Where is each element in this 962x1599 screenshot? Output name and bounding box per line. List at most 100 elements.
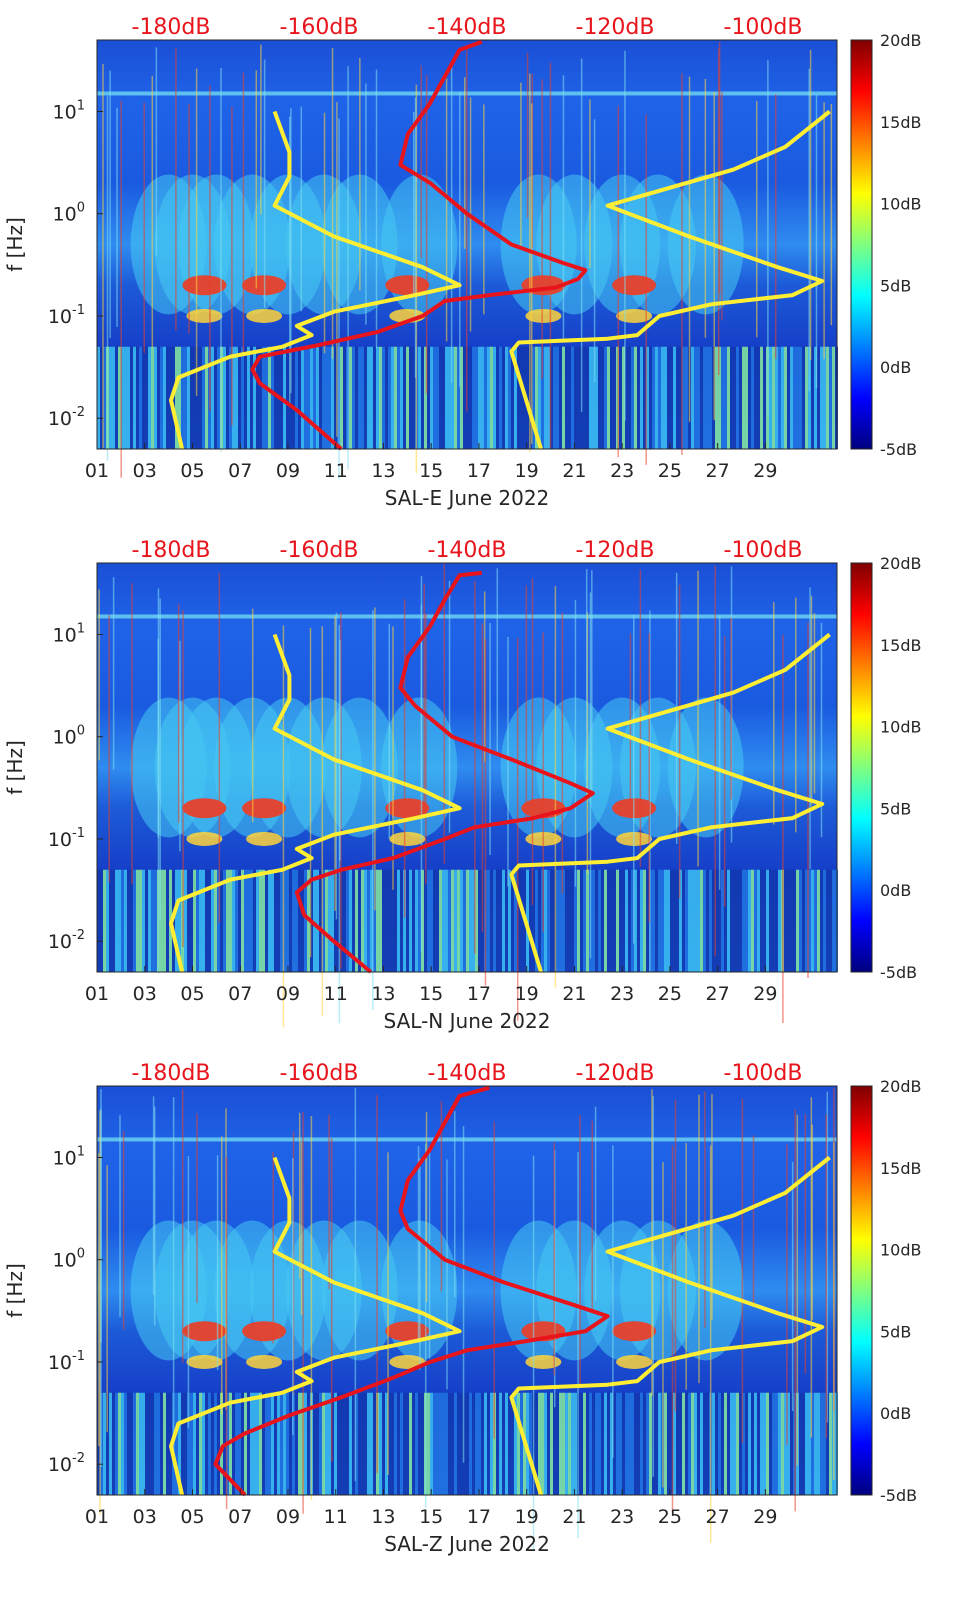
spectrogram-stripe [550, 346, 553, 449]
y-axis-title: f [Hz] [3, 1263, 27, 1318]
transient-line [195, 68, 198, 396]
spectrogram-stripe [370, 1392, 373, 1495]
spectrogram-stripe [139, 1392, 142, 1495]
spectrogram-stripe [262, 1392, 265, 1495]
spectrogram-stripe [616, 869, 619, 972]
spectrogram-stripe [544, 869, 547, 972]
spectrogram-stripe [103, 346, 106, 449]
transient-line [464, 77, 466, 249]
spectrogram-stripe [487, 1392, 490, 1495]
spectrogram-stripe [235, 346, 238, 449]
x-tick-label: 27 [706, 983, 730, 1005]
spectrogram-stripe [637, 869, 640, 972]
spectrogram-stripe [211, 1392, 214, 1495]
y-tick-base: 10 [48, 1454, 72, 1476]
spectrogram-stripe [667, 869, 670, 972]
spectrogram-stripe [151, 869, 154, 972]
spectrogram-stripe [625, 346, 628, 449]
spectrogram-stripe [724, 346, 727, 449]
energy-secondary [525, 1354, 562, 1369]
spectrogram-stripe [619, 869, 622, 972]
spectrogram-stripe [502, 346, 505, 449]
spectrogram-stripe [814, 346, 817, 449]
spectrogram-stripe [220, 869, 223, 972]
spectrogram-stripe [562, 869, 565, 972]
spectrogram-stripe [334, 1392, 337, 1495]
transient-line [483, 591, 486, 763]
spectrogram-stripe [274, 1392, 277, 1495]
spectrogram-stripe [259, 346, 262, 449]
spectrogram-stripe [208, 869, 211, 972]
spectrogram-stripe [280, 1392, 283, 1495]
spectrogram-stripe [451, 869, 454, 972]
spectrogram-stripe [346, 1392, 349, 1495]
y-tick-label: 10-1 [48, 826, 85, 851]
y-tick-label: 101 [53, 621, 85, 646]
spectrogram-stripe [274, 346, 277, 449]
spectrogram-stripe [805, 869, 808, 972]
spectrogram-stripe [661, 346, 664, 449]
spectrogram-stripe [832, 346, 835, 449]
spectrogram-stripe [517, 346, 520, 449]
top-db-label: -100dB [724, 1061, 803, 1086]
spectrogram-stripe [763, 346, 766, 449]
spectrogram-stripe [493, 869, 496, 972]
spectrogram-stripe [412, 1392, 415, 1495]
spectrogram-stripe [352, 1392, 355, 1495]
spectrogram-stripe [178, 346, 181, 449]
spectrogram-stripe [379, 1392, 382, 1495]
spectrogram-stripe [154, 346, 157, 449]
spectrogram-stripe [178, 1392, 181, 1495]
colorbar-label: 10dB [880, 1241, 922, 1260]
spectrogram-stripe [772, 1392, 775, 1495]
y-tick-exponent: -1 [72, 1349, 85, 1364]
spectrogram-stripe [625, 869, 628, 972]
spectrogram-stripe [235, 869, 238, 972]
top-db-label: -160dB [280, 15, 359, 40]
spectrogram-stripe [580, 1392, 583, 1495]
spectrogram-stripe [652, 346, 655, 449]
spectrogram-stripe [502, 869, 505, 972]
spectrogram-stripe [142, 1392, 145, 1495]
transient-line [310, 1116, 313, 1501]
x-tick-label: 29 [753, 983, 777, 1005]
spectrogram-stripe [565, 346, 568, 449]
spectrogram-stripe [730, 869, 733, 972]
spectrogram-stripe [556, 346, 559, 449]
spectrogram-stripe [775, 346, 778, 449]
spectrogram-stripe [454, 346, 457, 449]
spectrogram-stripe [298, 1392, 301, 1495]
spectrogram-stripe [619, 346, 622, 449]
spectrogram-stripe [250, 346, 253, 449]
transient-line [730, 617, 732, 800]
spectrogram-stripe [238, 869, 241, 972]
spectrogram-stripe [259, 1392, 262, 1495]
spectrogram-stripe [364, 1392, 367, 1495]
spectrogram-stripe [514, 346, 517, 449]
spectrogram-stripe [733, 346, 736, 449]
transient-line [334, 616, 336, 911]
transient-line [591, 570, 593, 793]
spectrogram-stripe [655, 869, 658, 972]
spectrogram-stripe [799, 346, 802, 449]
spectrogram-stripe [556, 869, 559, 972]
colorbar-label: 10dB [880, 718, 922, 737]
spectrogram-stripe [268, 1392, 271, 1495]
transient-line [288, 116, 291, 406]
spectrogram-stripe [655, 346, 658, 449]
x-tick-label: 29 [753, 1506, 777, 1528]
transient-line [709, 1145, 712, 1543]
spectrogram-stripe [745, 346, 748, 449]
spectrogram-stripe [757, 346, 760, 449]
spectrogram-stripe [217, 869, 220, 972]
spectrogram-stripe [187, 1392, 190, 1495]
spectrogram-stripe [604, 869, 607, 972]
spectrogram-stripe [703, 1392, 706, 1495]
spectrogram-stripe [640, 869, 643, 972]
spectrogram-stripe [127, 869, 130, 972]
transient-line [612, 1145, 614, 1458]
spectrogram-stripe [829, 869, 832, 972]
spectrogram-transients [98, 1087, 835, 1551]
spectrogram-stripe [676, 1392, 679, 1495]
spectrogram-stripe [160, 346, 163, 449]
